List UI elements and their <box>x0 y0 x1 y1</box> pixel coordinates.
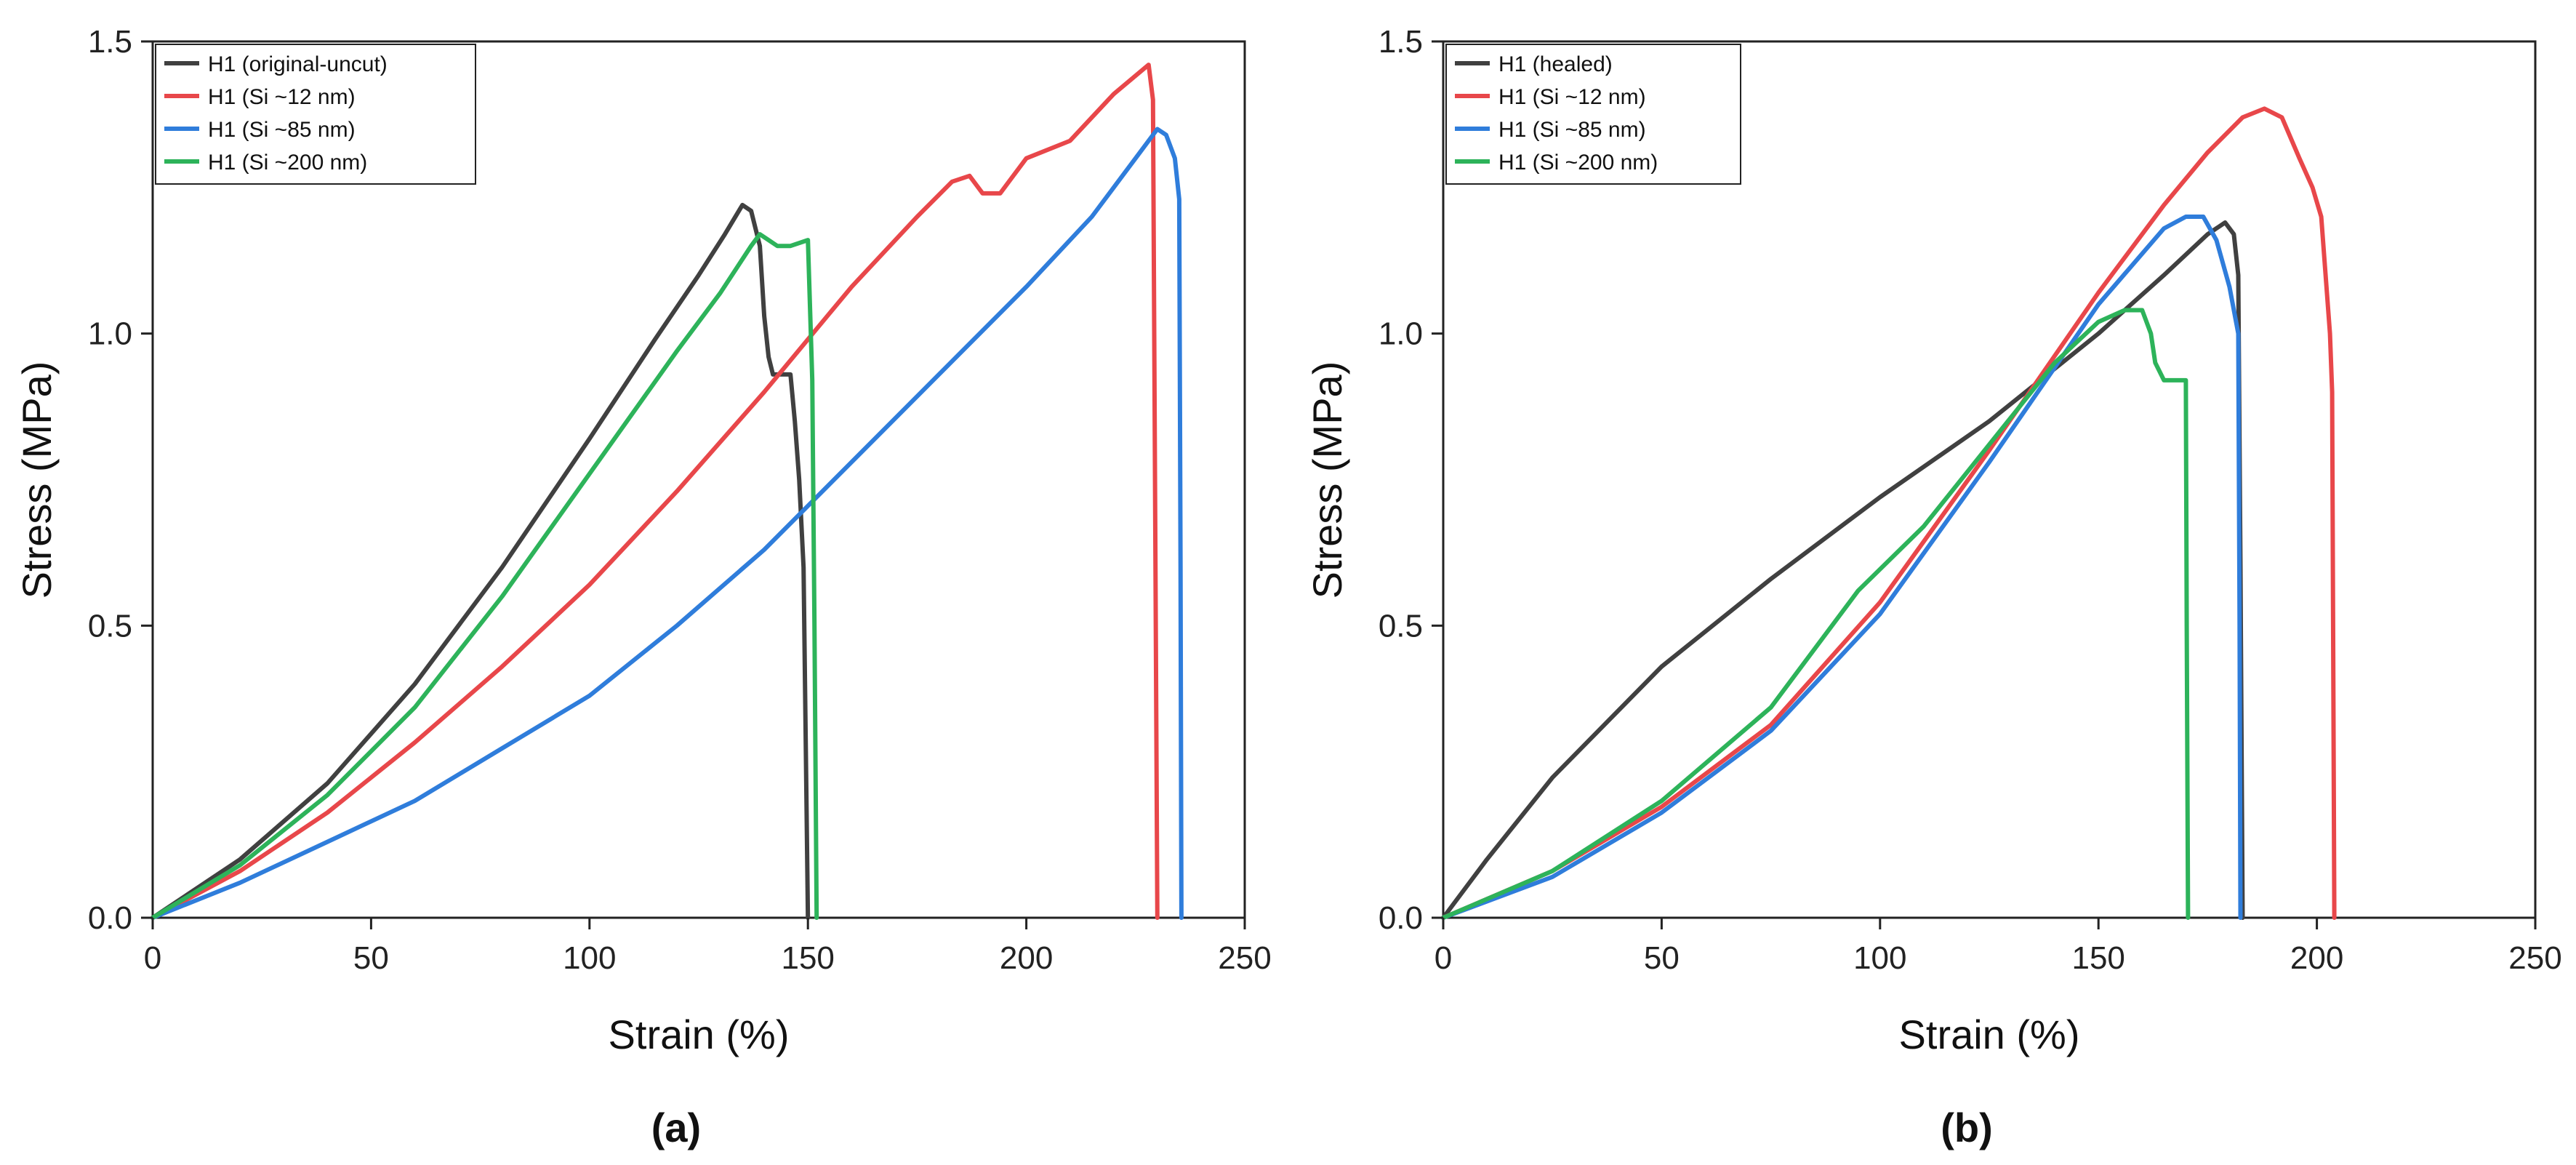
series-line-h1-si-85-nm-b <box>1441 215 2243 920</box>
x-tick-labels-b: 0 50 100 150 200 250 <box>1435 940 2562 976</box>
series-line-h1-original-uncut-a <box>151 202 811 920</box>
x-tick-label-b: 0 <box>1435 940 1452 976</box>
series-line-h1-si-200-nm-a <box>151 232 819 920</box>
y-axis-a: 0.0 0.5 1.0 1.5 <box>88 24 153 936</box>
y-tick-labels-b: 0.0 0.5 1.0 1.5 <box>1379 24 1423 936</box>
legend-label-h1-si-12-nm-b: H1 (Si ~12 nm) <box>1498 85 1646 109</box>
series-group-b <box>1441 106 2337 920</box>
plot-frame-b <box>1442 40 2537 919</box>
y-tick-label-a: 1.5 <box>88 24 132 60</box>
y-ticks-a <box>141 40 153 919</box>
x-tick-label-b: 250 <box>2508 940 2561 976</box>
legend-label-h1-si-12-nm-a: H1 (Si ~12 nm) <box>208 85 356 109</box>
series-line-h1-healed-b <box>1441 220 2245 920</box>
y-ticks-b <box>1432 40 1443 919</box>
x-tick-label-a: 50 <box>353 940 389 976</box>
legend-label-h1-si-200-nm-b: H1 (Si ~200 nm) <box>1498 151 1658 175</box>
panel-caption-a: (a) <box>651 1105 701 1150</box>
x-axis-a: 0 50 100 150 200 250 <box>144 918 1272 976</box>
series-line-h1-si-12-nm-b <box>1441 106 2337 920</box>
x-tick-label-b: 50 <box>1644 940 1680 976</box>
y-axis-label-b: Stress (MPa) <box>1304 361 1350 599</box>
x-tick-label-b: 150 <box>2071 940 2124 976</box>
y-tick-label-a: 1.0 <box>88 316 132 352</box>
x-ticks-b <box>1442 918 2537 929</box>
panel-a: 0 50 100 150 200 250 0.00.51.01.5 Strain (%) … <box>14 24 1272 1150</box>
y-tick-label-b: 1.0 <box>1379 316 1423 352</box>
y-tick-label-a: 0.5 <box>88 608 132 644</box>
legend-items-b: H1 (healed) H1 (Si ~12 nm) H1 (Si ~85 nm) H… <box>1455 52 1658 175</box>
y-tick-labels-a: 0.0 0.5 1.0 1.5 <box>88 24 132 936</box>
panel-b: 0 50 100 150 200 250 0.00.51.01.5 Strain (%) … <box>1304 24 2562 1150</box>
series-line-h1-si-85-nm-a <box>151 127 1184 920</box>
legend-a: H1 (original-uncut) H1 (Si ~12 nm) H1 (Si … <box>155 44 476 185</box>
legend-b: H1 (healed) H1 (Si ~12 nm) H1 (Si ~85 nm) H… <box>1445 44 1741 185</box>
y-tick-label-b: 0.0 <box>1379 900 1423 936</box>
legend-label-h1-si-200-nm-a: H1 (Si ~200 nm) <box>208 151 367 175</box>
y-tick-label-a: 0.0 <box>88 900 132 936</box>
x-tick-labels-a: 0 50 100 150 200 250 <box>144 940 1272 976</box>
y-tick-label-b: 0.5 <box>1379 608 1423 644</box>
legend-items-a: H1 (original-uncut) H1 (Si ~12 nm) H1 (Si … <box>164 52 388 175</box>
series-group-a <box>151 63 1184 920</box>
x-tick-label-a: 250 <box>1218 940 1271 976</box>
legend-box-b <box>1445 44 1741 185</box>
x-axis-label-a: Strain (%) <box>609 1012 790 1057</box>
x-tick-label-a: 200 <box>1000 940 1053 976</box>
panel-caption-b: (b) <box>1941 1105 1993 1150</box>
x-tick-label-a: 150 <box>781 940 834 976</box>
series-line-h1-si-12-nm-a <box>151 63 1160 920</box>
plot-frame-a <box>151 40 1246 919</box>
x-axis-b: 0 50 100 150 200 250 <box>1435 918 2562 976</box>
legend-label-h1-healed-b: H1 (healed) <box>1498 52 1613 76</box>
x-tick-label-b: 200 <box>2290 940 2343 976</box>
y-tick-label-b: 1.5 <box>1379 24 1423 60</box>
x-tick-label-a: 0 <box>144 940 161 976</box>
x-tick-label-a: 100 <box>563 940 616 976</box>
x-tick-label-b: 100 <box>1853 940 1906 976</box>
legend-label-h1-si-85-nm-b: H1 (Si ~85 nm) <box>1498 118 1646 142</box>
x-ticks-a <box>151 918 1246 929</box>
legend-label-h1-si-85-nm-a: H1 (Si ~85 nm) <box>208 118 356 142</box>
y-axis-b: 0.0 0.5 1.0 1.5 <box>1379 24 1443 936</box>
y-axis-label-a: Stress (MPa) <box>14 361 60 599</box>
x-axis-label-b: Strain (%) <box>1899 1012 2080 1057</box>
legend-box-a <box>155 44 476 185</box>
legend-label-h1-original-uncut-a: H1 (original-uncut) <box>208 52 388 76</box>
series-line-h1-si-200-nm-b <box>1441 308 2191 920</box>
